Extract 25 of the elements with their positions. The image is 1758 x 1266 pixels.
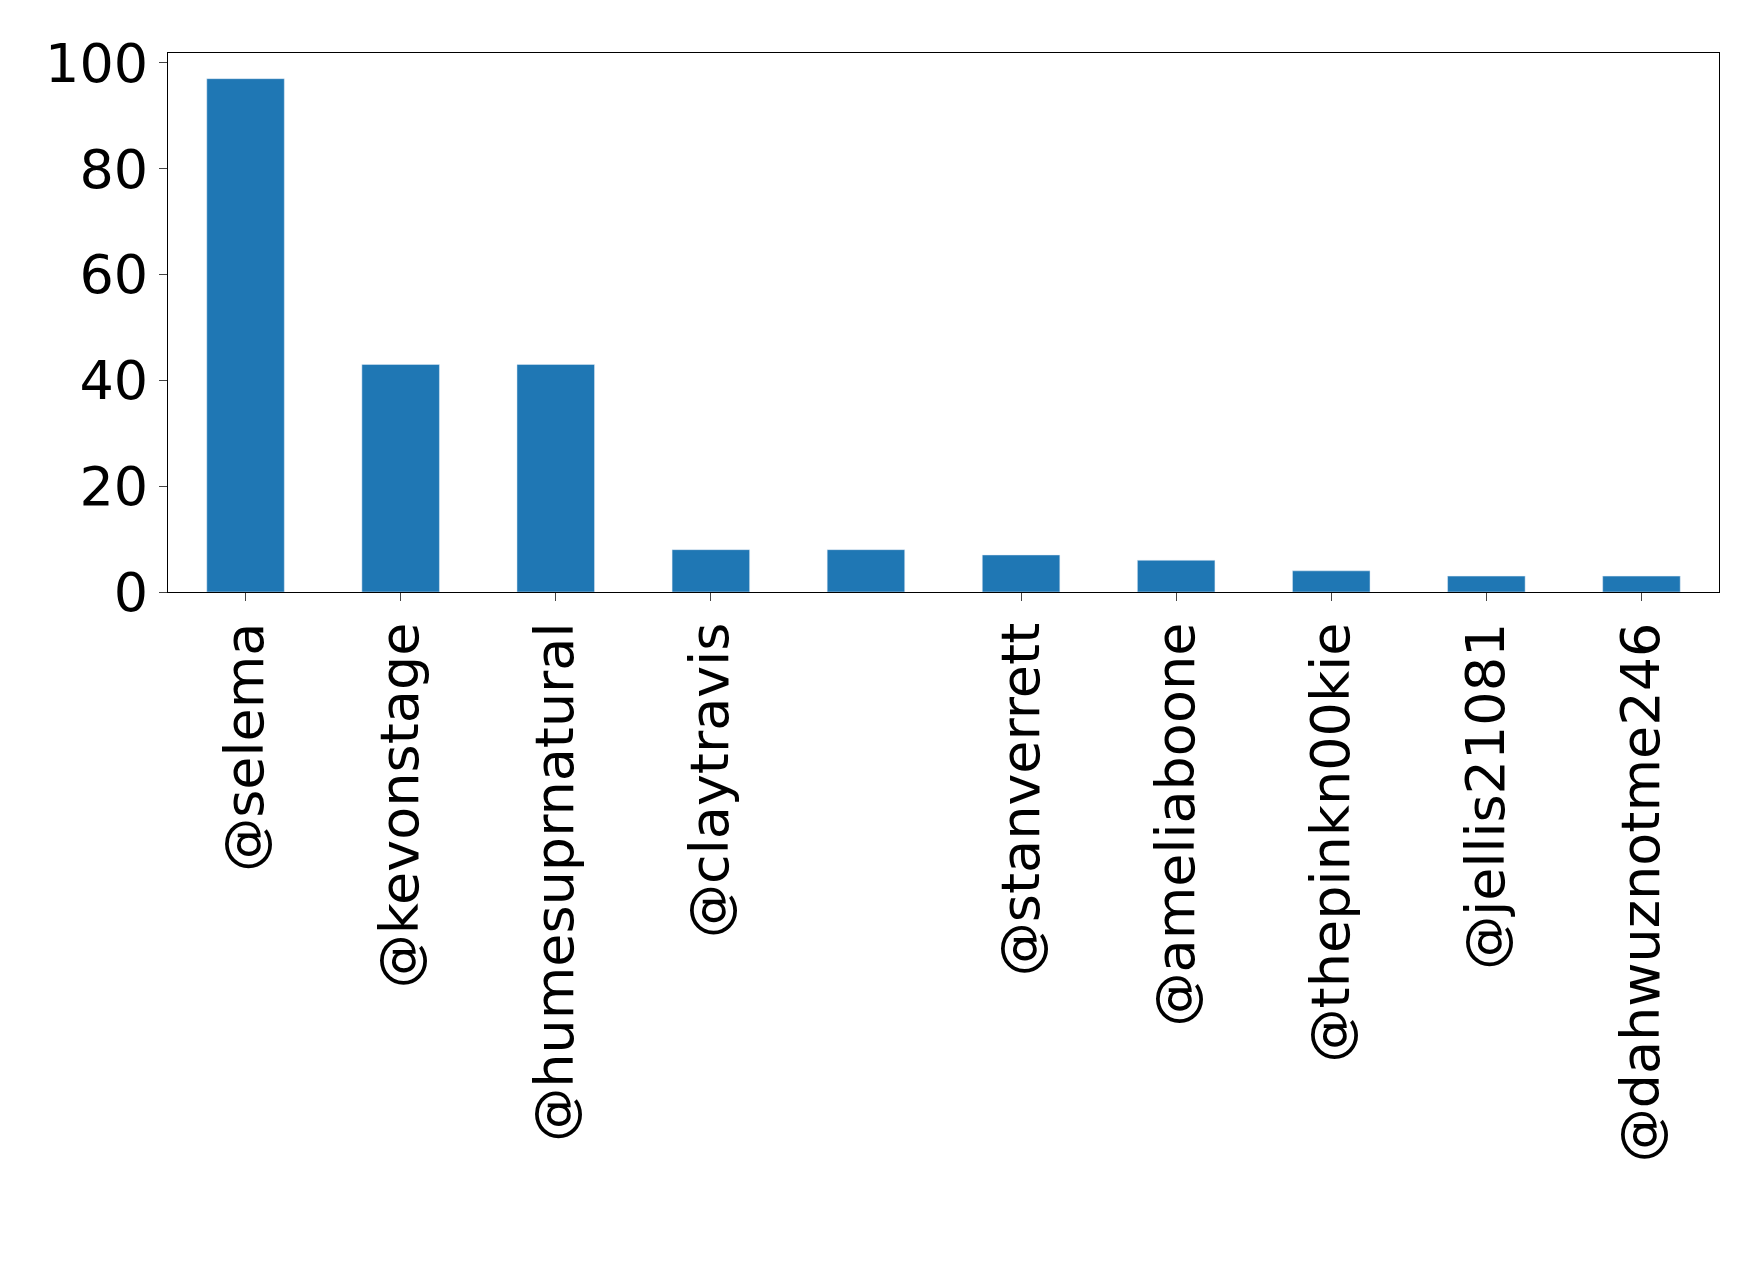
bar bbox=[1447, 575, 1526, 592]
y-tick-label: 100 bbox=[45, 31, 149, 95]
x-tick-label: @kevonstage bbox=[368, 622, 432, 989]
bar bbox=[1137, 560, 1216, 592]
bar bbox=[1292, 570, 1371, 592]
x-tick-label: @dahwuznotme246 bbox=[1609, 622, 1672, 1163]
y-tick-label: 60 bbox=[79, 243, 149, 307]
x-tick-label: @ameliaboone bbox=[1143, 622, 1207, 1027]
x-tick-label: @stanverrett bbox=[988, 622, 1052, 977]
y-tick-label: 20 bbox=[79, 455, 149, 519]
bar bbox=[826, 549, 905, 592]
y-tick-label: 40 bbox=[79, 349, 149, 413]
x-tick-label: @humesuprnatural bbox=[523, 622, 587, 1142]
x-tick-label: @claytravis bbox=[678, 622, 742, 938]
bar bbox=[516, 364, 595, 592]
y-tick-label: 0 bbox=[113, 560, 149, 624]
bar bbox=[671, 549, 750, 592]
bar bbox=[361, 364, 440, 592]
x-tick-label: @thepinkn00kie bbox=[1298, 622, 1362, 1063]
bar bbox=[982, 554, 1061, 592]
x-tick-label: @jellis21081 bbox=[1453, 622, 1517, 970]
x-tick-label: @selema bbox=[213, 622, 277, 872]
y-tick-label: 80 bbox=[79, 137, 149, 201]
bar bbox=[206, 78, 285, 592]
bar bbox=[1602, 575, 1681, 592]
